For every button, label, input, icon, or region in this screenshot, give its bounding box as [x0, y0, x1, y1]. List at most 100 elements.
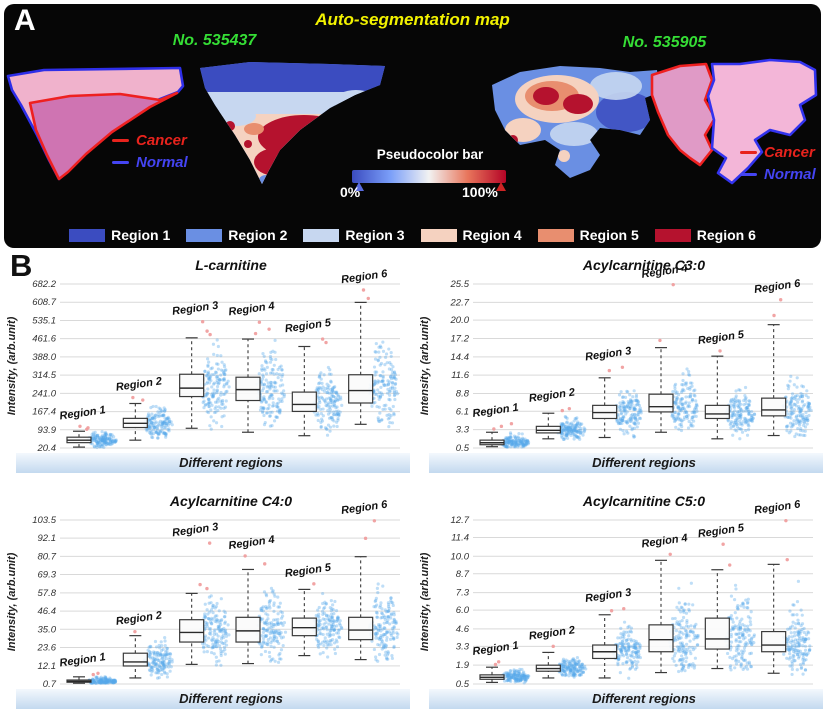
svg-text:Intensity, (arb.unit): Intensity, (arb.unit) [419, 316, 431, 415]
normal-line-icon [112, 161, 129, 164]
region-label-4: Region 4 [228, 534, 276, 552]
region-3-swatch [303, 228, 340, 242]
cancer-annotation: Cancer [740, 144, 816, 161]
region-label-5: Region 5 [697, 329, 746, 347]
region-label-3: Region 3 [171, 521, 219, 539]
pseudocolor-max-marker [496, 182, 506, 191]
region-3-label: Region 3 [345, 227, 405, 243]
region-label-2: Region 2 [115, 610, 163, 628]
svg-text:7.3: 7.3 [456, 588, 470, 599]
svg-text:Intensity, (arb.unit): Intensity, (arb.unit) [6, 316, 18, 415]
region-legend: Region 1 Region 2 Region 3 Region 4 Region 5… [4, 227, 821, 243]
region-label-1: Region 1 [472, 402, 520, 420]
region-2-label: Region 2 [228, 227, 288, 243]
svg-text:17.2: 17.2 [451, 333, 470, 344]
region-label-4: Region 4 [641, 532, 689, 550]
svg-text:93.9: 93.9 [38, 425, 57, 436]
cancer-line-icon [112, 139, 129, 142]
panel-a-segmentation: A Auto-segmentation map No. 535437 No. 5… [4, 4, 821, 248]
svg-text:11.6: 11.6 [451, 370, 470, 381]
sample-id-535905: No. 535905 [622, 34, 707, 51]
svg-text:Acylcarnitine C4:0: Acylcarnitine C4:0 [169, 493, 292, 509]
svg-text:L-carnitine: L-carnitine [195, 257, 267, 273]
region-legend-item-1: Region 1 [69, 227, 170, 243]
svg-text:14.4: 14.4 [451, 352, 470, 363]
region-label-2: Region 2 [528, 386, 576, 404]
svg-text:46.4: 46.4 [38, 606, 57, 617]
tissue-artwork [6, 58, 818, 191]
normal-annotation: Normal [740, 166, 816, 183]
chart-svg: 0.5 3.3 6.1 8.8 11.6 14.4 17.2 20.0 22.7 25.5 Acyl… [419, 257, 823, 473]
region-label-2: Region 2 [115, 375, 163, 393]
pseudocolor-bar-label: Pseudocolor bar [376, 147, 484, 162]
region-label-6: Region 6 [340, 268, 389, 286]
annotation-legend-535905: Cancer Normal [740, 144, 816, 183]
annotation-legend-535437: Cancer Normal [112, 132, 188, 171]
region-label-6: Region 6 [753, 498, 802, 516]
pseudocolor-min-marker [354, 182, 364, 191]
svg-text:8.8: 8.8 [456, 389, 470, 400]
region-4-label: Region 4 [462, 227, 522, 243]
region-1-label: Region 1 [111, 227, 171, 243]
svg-text:25.5: 25.5 [450, 279, 470, 290]
tissue-he-535437 [6, 66, 185, 181]
svg-text:314.5: 314.5 [32, 370, 56, 381]
svg-text:Intensity, (arb.unit): Intensity, (arb.unit) [6, 552, 18, 651]
svg-text:0.5: 0.5 [456, 443, 470, 454]
boxplot-l-carnitine: 20.4 93.9 167.4 241.0 314.5 388.0 461.6 535.1 60… [2, 252, 410, 486]
region-4-swatch [420, 228, 457, 242]
cancer-annotation: Cancer [112, 132, 188, 149]
svg-text:Different regions: Different regions [592, 455, 696, 470]
panel-a-label: A [14, 4, 36, 37]
svg-text:80.7: 80.7 [38, 551, 57, 562]
svg-text:Different regions: Different regions [592, 691, 696, 706]
pseudocolor-max-label: 100% [462, 184, 498, 200]
svg-text:3.3: 3.3 [456, 425, 470, 436]
svg-text:388.0: 388.0 [32, 352, 56, 363]
region-label-4: Region 4 [228, 300, 276, 318]
region-label-5: Region 5 [284, 562, 333, 580]
svg-text:6.1: 6.1 [456, 406, 469, 417]
region-legend-item-3: Region 3 [303, 227, 405, 243]
tissue-segmap-535905 [492, 66, 660, 178]
svg-text:11.4: 11.4 [451, 532, 469, 543]
cancer-label: Cancer [136, 132, 187, 149]
region-1-swatch [69, 228, 106, 242]
svg-text:535.1: 535.1 [32, 315, 56, 326]
region-legend-item-4: Region 4 [420, 227, 522, 243]
normal-label: Normal [764, 166, 816, 183]
region-label-1: Region 1 [59, 651, 107, 669]
svg-text:22.7: 22.7 [450, 297, 470, 308]
boxplot-acylcarnitine-c4-0: 0.7 12.1 23.6 35.0 46.4 57.8 69.3 80.7 92.1 103.5… [2, 488, 410, 722]
panel-b-label: B [10, 248, 33, 283]
region-5-swatch [537, 228, 574, 242]
normal-annotation: Normal [112, 154, 188, 171]
svg-text:69.3: 69.3 [38, 570, 57, 581]
boxplot-acylcarnitine-c3-0: 0.5 3.3 6.1 8.8 11.6 14.4 17.2 20.0 22.7 25.5 Acyl… [415, 252, 823, 486]
svg-text:Different regions: Different regions [179, 455, 283, 470]
svg-text:608.7: 608.7 [32, 297, 56, 308]
svg-text:Intensity, (arb.unit): Intensity, (arb.unit) [419, 552, 431, 651]
svg-text:0.7: 0.7 [43, 679, 57, 690]
chart-svg: 20.4 93.9 167.4 241.0 314.5 388.0 461.6 535.1 60… [6, 257, 410, 473]
pseudocolor-min-label: 0% [340, 184, 361, 200]
region-legend-item-5: Region 5 [537, 227, 639, 243]
tissue-he-535905 [650, 58, 818, 185]
region-label-1: Region 1 [59, 404, 107, 422]
svg-text:461.6: 461.6 [32, 334, 56, 345]
svg-text:4.6: 4.6 [456, 624, 470, 635]
region-legend-item-2: Region 2 [186, 227, 287, 243]
svg-text:57.8: 57.8 [38, 588, 57, 599]
svg-text:682.2: 682.2 [32, 279, 56, 290]
region-label-6: Region 6 [340, 499, 389, 517]
region-5-label: Region 5 [579, 227, 639, 243]
pseudocolor-bar [352, 170, 506, 191]
region-label-6: Region 6 [753, 277, 802, 295]
svg-text:92.1: 92.1 [38, 533, 57, 544]
region-2-swatch [186, 228, 223, 242]
svg-text:241.0: 241.0 [31, 388, 56, 399]
svg-text:20.4: 20.4 [37, 443, 57, 454]
svg-text:167.4: 167.4 [32, 407, 56, 418]
svg-text:10.0: 10.0 [451, 551, 470, 562]
